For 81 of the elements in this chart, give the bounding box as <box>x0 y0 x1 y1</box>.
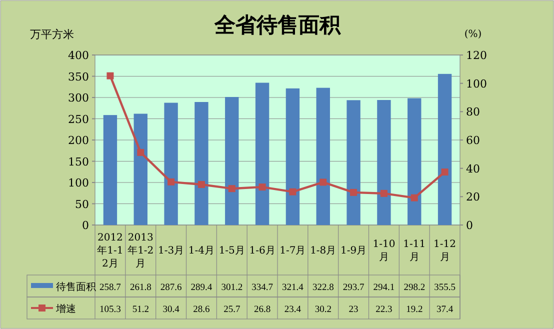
data-label: 26.8 <box>254 305 271 315</box>
y-tick-label: 300 <box>68 92 89 104</box>
data-label: 334.7 <box>252 283 274 293</box>
x-tick-label: 1-10月 <box>372 239 396 263</box>
data-label: 287.6 <box>160 283 182 293</box>
point <box>137 148 144 156</box>
data-label: 298.2 <box>404 283 426 293</box>
y-tick-label: 0 <box>82 219 89 232</box>
x-tick-label: 1-8月 <box>310 246 336 256</box>
y-axis-title: 万平方米 <box>30 28 74 41</box>
data-label: 25.7 <box>224 305 240 315</box>
x-tick-label: 1-5月 <box>218 246 245 256</box>
point <box>410 194 418 202</box>
point <box>350 188 358 196</box>
point <box>320 178 327 186</box>
bar <box>134 114 148 225</box>
x-tick-label: 1-9月 <box>340 246 367 256</box>
data-label: 23.4 <box>284 305 302 315</box>
y2-axis-title: (%) <box>464 29 482 40</box>
data-label: 105.3 <box>100 305 122 315</box>
bar <box>438 74 452 225</box>
data-label: 261.8 <box>130 283 152 293</box>
bar <box>225 96 239 225</box>
bar <box>286 88 300 225</box>
y-tick-label: 100 <box>68 176 89 190</box>
y-tick-label: 400 <box>68 49 89 62</box>
x-tick-label: 1-6月 <box>249 246 276 256</box>
point <box>106 72 114 80</box>
bar <box>346 100 360 225</box>
x-tick-label: 1-11月 <box>403 239 426 263</box>
x-tick-label: 1-3月 <box>158 246 184 256</box>
x-tick-label: 2012年1-12月 <box>97 232 124 270</box>
data-label: 258.7 <box>100 283 122 293</box>
data-label: 301.2 <box>221 283 243 293</box>
y2-tick-label: 20 <box>466 190 480 204</box>
y-tick-label: 350 <box>68 70 89 84</box>
bar <box>164 102 178 225</box>
data-label: 30.2 <box>314 305 332 315</box>
chart-title: 全省待售面积 <box>214 12 342 37</box>
data-label: 321.4 <box>282 283 304 293</box>
point <box>289 188 296 196</box>
x-tick-label: 1-4月 <box>188 246 215 256</box>
bar <box>408 98 422 225</box>
data-label: 293.7 <box>342 283 364 293</box>
bar <box>194 102 208 225</box>
bar <box>103 115 118 225</box>
data-label: 37.4 <box>436 305 454 315</box>
bar <box>316 88 330 225</box>
y-tick-label: 150 <box>68 155 89 168</box>
y-tick-label: 250 <box>68 112 89 126</box>
data-label: 23 <box>348 305 359 315</box>
y-tick-label: 50 <box>75 198 89 211</box>
x-tick-label: 2013年1-2月 <box>128 232 154 270</box>
y-tick-label: 200 <box>68 134 89 147</box>
point <box>380 190 388 197</box>
x-tick-label: 1-12月 <box>434 239 456 263</box>
data-label: 22.3 <box>376 305 393 315</box>
data-label: 322.8 <box>312 283 334 293</box>
y2-tick-label: 120 <box>466 49 487 62</box>
data-label: 294.1 <box>373 283 395 293</box>
data-label: 30.4 <box>162 305 180 315</box>
legend-label: 待售面积 <box>56 281 96 293</box>
point <box>198 180 205 188</box>
data-label: 51.2 <box>132 305 150 315</box>
y2-tick-label: 0 <box>466 219 473 232</box>
y2-tick-label: 100 <box>466 77 487 90</box>
data-label: 355.5 <box>434 283 456 293</box>
point <box>228 185 236 192</box>
y2-tick-label: 60 <box>466 134 480 147</box>
point <box>168 178 175 186</box>
bar <box>255 82 270 225</box>
data-label: 19.2 <box>406 305 423 315</box>
x-tick-label: 1-7月 <box>280 246 306 256</box>
y2-tick-label: 80 <box>466 106 480 119</box>
y2-tick-label: 40 <box>466 162 480 176</box>
data-label: 28.6 <box>193 305 210 315</box>
legend-label: 增速 <box>55 303 76 315</box>
point <box>441 168 448 176</box>
data-label: 289.4 <box>190 283 212 293</box>
point <box>258 184 266 191</box>
bar <box>377 100 391 225</box>
